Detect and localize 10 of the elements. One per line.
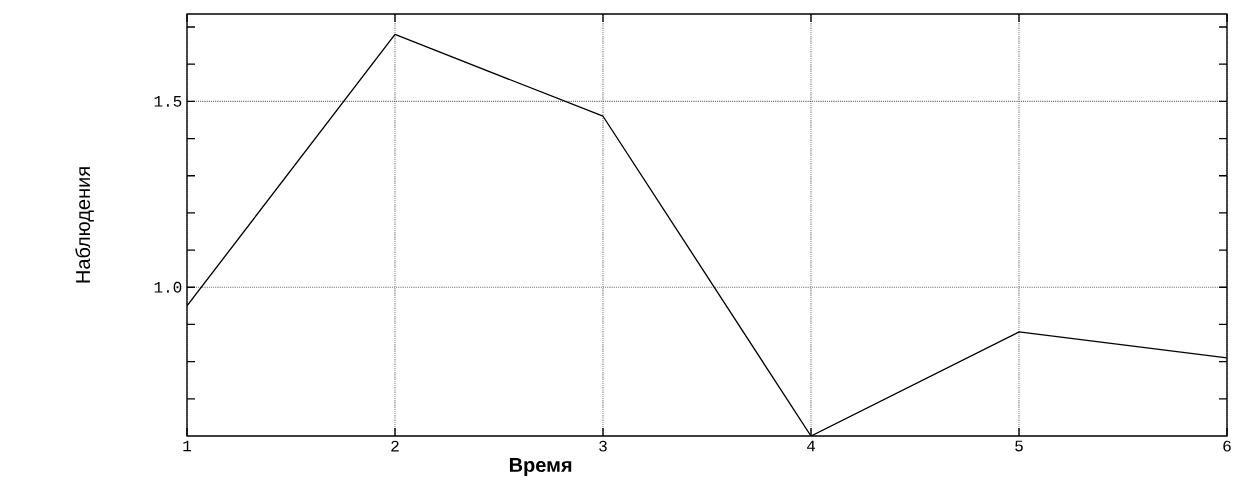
x-tick-label: 1 (183, 440, 192, 452)
x-tick-label: 3 (599, 440, 607, 452)
y-axis-title: Наблюдения (75, 167, 94, 283)
x-axis-title: Время (509, 458, 572, 476)
x-tick-label: 2 (391, 440, 399, 452)
x-tick-label: 5 (1015, 440, 1023, 452)
y-tick-label: 1.0 (154, 281, 182, 293)
y-tick-label: 1.5 (154, 96, 182, 107)
x-tick-label: 4 (807, 440, 815, 452)
x-tick-label: 6 (1223, 440, 1231, 452)
